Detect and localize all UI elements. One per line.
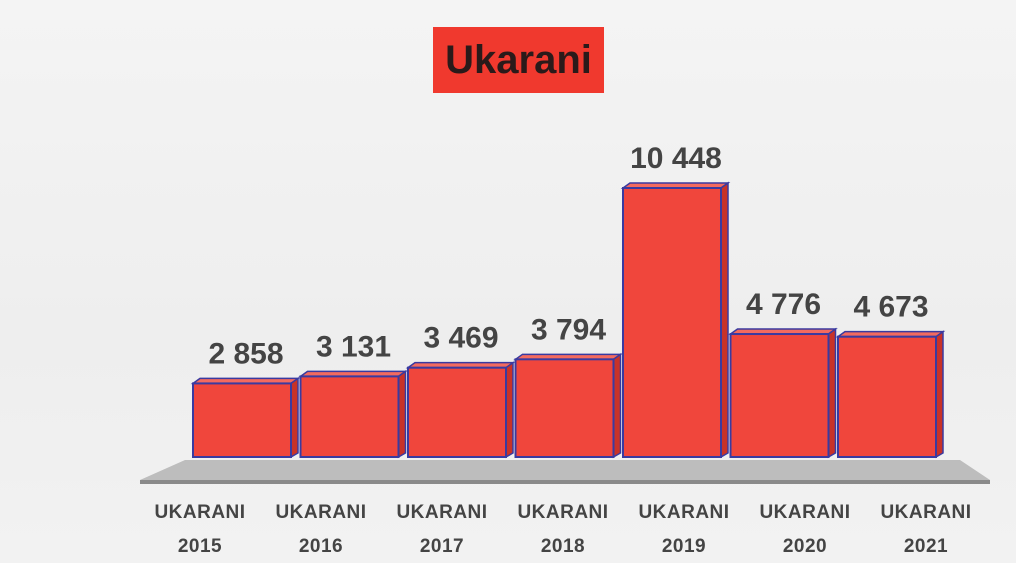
value-label: 3 794 xyxy=(531,313,606,346)
floor-edge xyxy=(140,480,990,484)
value-label: 2 858 xyxy=(208,337,283,370)
bar xyxy=(837,335,937,458)
x-tick-label: UKARANI 2020 xyxy=(759,502,851,557)
value-label: 4 673 xyxy=(853,291,928,324)
value-label: 3 131 xyxy=(316,330,391,363)
x-tick-label: UKARANI 2018 xyxy=(517,502,609,557)
bar xyxy=(622,187,722,458)
value-label: 3 469 xyxy=(423,322,498,355)
x-tick-label: UKARANI 2017 xyxy=(396,502,488,557)
bar xyxy=(514,358,615,458)
bar-side xyxy=(397,369,407,459)
value-label: 10 448 xyxy=(630,142,722,175)
bar-side xyxy=(290,376,299,459)
floor xyxy=(140,460,990,480)
bar-side xyxy=(935,330,944,459)
x-tick-label: UKARANI 2019 xyxy=(638,502,730,557)
bar-side xyxy=(505,361,514,459)
chart-title: Ukarani xyxy=(433,27,604,93)
bar xyxy=(192,382,292,458)
x-tick-label: UKARANI 2015 xyxy=(154,502,246,557)
bar-side xyxy=(827,327,837,459)
x-tick-label: UKARANI 2016 xyxy=(275,502,367,557)
bar xyxy=(299,375,400,459)
bar xyxy=(407,366,507,459)
bar-side xyxy=(612,352,622,459)
bar xyxy=(729,333,830,458)
x-tick-label: UKARANI 2021 xyxy=(880,502,972,557)
bar-side xyxy=(720,181,729,459)
value-label: 4 776 xyxy=(746,288,821,321)
